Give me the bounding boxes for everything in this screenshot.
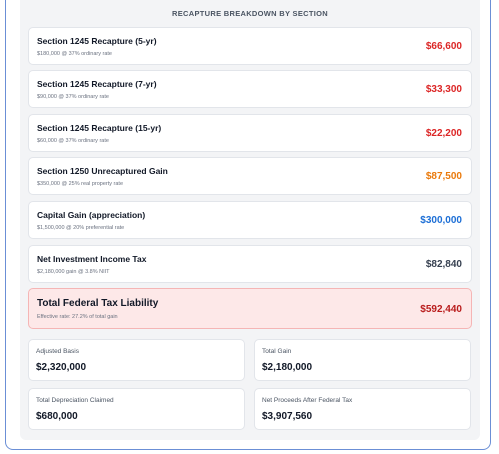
row-title: Net Investment Income Tax xyxy=(37,254,147,264)
card-value: $2,180,000 xyxy=(262,362,313,373)
summary-card: Net Proceeds After Federal Tax $3,907,560 xyxy=(254,388,471,430)
row-detail: $350,000 @ 25% real property rate xyxy=(37,181,123,187)
total-detail: Effective rate: 27.2% of total gain xyxy=(37,314,118,320)
card-label: Adjusted Basis xyxy=(36,348,79,355)
row-title: Section 1250 Unrecaptured Gain xyxy=(37,166,168,176)
panel: RECAPTURE BREAKDOWN BY SECTION Section 1… xyxy=(20,0,480,440)
row-detail: $90,000 @ 37% ordinary rate xyxy=(37,94,109,100)
total-row: Total Federal Tax Liability Effective rat… xyxy=(28,288,472,329)
section-header: RECAPTURE BREAKDOWN BY SECTION xyxy=(172,9,328,18)
row-detail: $2,180,000 gain @ 3.8% NIIT xyxy=(37,269,110,275)
card-label: Total Depreciation Claimed xyxy=(36,397,114,404)
summary-card: Total Depreciation Claimed $680,000 xyxy=(28,388,245,430)
row-detail: $180,000 @ 37% ordinary rate xyxy=(37,51,112,57)
row-detail: $1,500,000 @ 20% preferential rate xyxy=(37,225,125,231)
row-title: Section 1245 Recapture (5-yr) xyxy=(37,36,157,46)
row-amount: $22,200 xyxy=(425,128,462,139)
card-value: $680,000 xyxy=(36,411,78,422)
frame xyxy=(5,0,491,450)
row-detail: $60,000 @ 37% ordinary rate xyxy=(37,138,109,144)
card-label: Total Gain xyxy=(262,348,292,355)
breakdown-row: Net Investment Income Tax $2,180,000 gain… xyxy=(28,245,472,283)
row-title: Capital Gain (appreciation) xyxy=(37,210,146,220)
summary-card: Adjusted Basis $2,320,000 xyxy=(28,339,245,381)
total-title: Total Federal Tax Liability xyxy=(37,298,159,309)
row-title: Section 1245 Recapture (7-yr) xyxy=(37,79,157,89)
card-value: $3,907,560 xyxy=(262,411,313,422)
row-amount: $300,000 xyxy=(420,215,462,226)
summary-card: Total Gain $2,180,000 xyxy=(254,339,471,381)
breakdown-row: Section 1245 Recapture (15-yr) $60,000 @ … xyxy=(28,114,472,152)
breakdown-row: Section 1245 Recapture (7-yr) $90,000 @ 3… xyxy=(28,70,472,108)
row-amount: $87,500 xyxy=(425,171,462,182)
row-title: Section 1245 Recapture (15-yr) xyxy=(37,123,162,133)
breakdown-row: Section 1245 Recapture (5-yr) $180,000 @ … xyxy=(28,27,472,65)
row-amount: $66,600 xyxy=(425,41,462,52)
card-label: Net Proceeds After Federal Tax xyxy=(262,397,353,404)
total-amount: $592,440 xyxy=(420,304,462,315)
card-value: $2,320,000 xyxy=(36,362,87,373)
breakdown-row: Capital Gain (appreciation) $1,500,000 @ … xyxy=(28,201,472,239)
row-amount: $33,300 xyxy=(425,84,462,95)
row-amount: $82,840 xyxy=(425,259,462,270)
breakdown-row: Section 1250 Unrecaptured Gain $350,000 @… xyxy=(28,157,472,195)
